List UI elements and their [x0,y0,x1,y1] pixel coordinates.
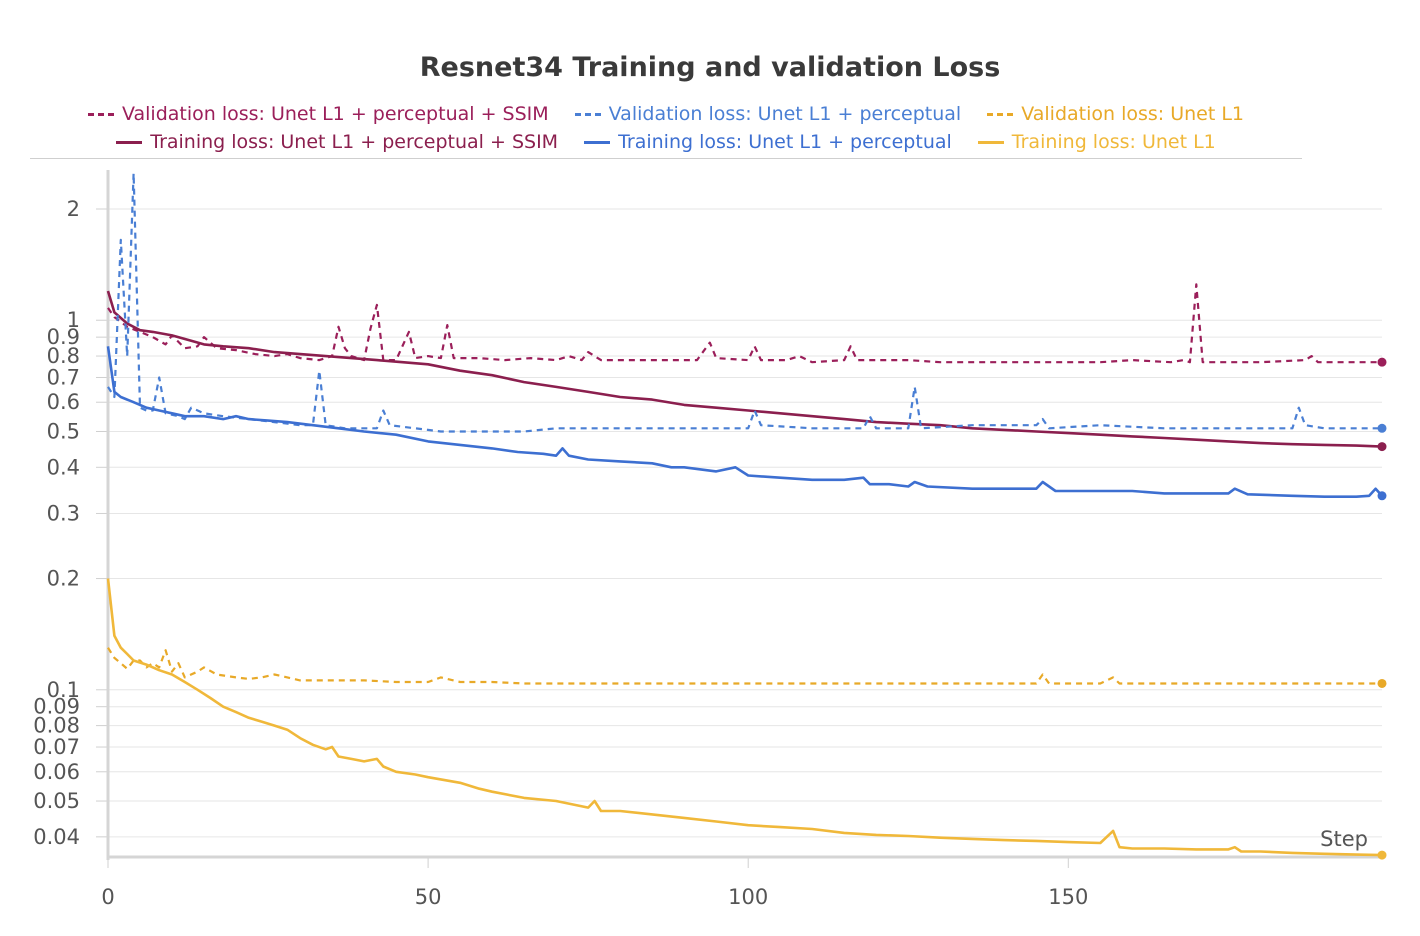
legend-swatch [574,112,601,116]
series-line-6 [106,578,1383,857]
legend-item[interactable]: Training loss: Unet L1 [977,131,1216,153]
y-tick-label: 0.5 [47,419,80,443]
series-end-point-6 [1377,850,1387,860]
series-line-3 [107,172,1382,433]
y-tick-label: 0.05 [33,789,80,813]
y-tick-label: 1 [67,308,80,332]
y-tick-label: 0.04 [33,825,80,849]
chart-title: Resnet34 Training and validation Loss [419,52,1001,83]
legend-item[interactable]: Training loss: Unet L1 + perceptual + SS… [116,131,558,153]
legend-label: Training loss: Unet L1 [1011,131,1216,153]
x-axis-label: Step [1320,827,1368,851]
legend-label: Training loss: Unet L1 + perceptual + SS… [150,131,559,153]
legend-label: Validation loss: Unet L1 + perceptual [608,103,962,125]
y-tick-label: 0.4 [47,455,80,479]
x-tick-label: 100 [728,885,768,909]
series-line-4 [106,346,1383,499]
series-line-2 [106,290,1383,448]
y-tick-label: 0.07 [33,735,80,759]
x-tick-label: 150 [1048,885,1088,909]
y-tick-label: 0.2 [47,567,80,591]
y-tick-label: 0.8 [47,344,80,368]
legend-label: Training loss: Unet L1 + perceptual [618,131,952,153]
y-tick-label: 0.7 [47,365,80,389]
legend-item[interactable]: Validation loss: Unet L1 + perceptual + … [87,103,549,125]
legend-label: Validation loss: Unet L1 [1021,103,1245,125]
legend-item[interactable]: Validation loss: Unet L1 [987,103,1244,125]
legend-item[interactable]: Training loss: Unet L1 + perceptual [584,131,952,153]
legend-row-training: Training loss: Unet L1 + perceptual + SS… [30,128,1302,156]
x-tick-label: 0 [101,885,114,909]
y-tick-label: 0.9 [47,325,80,349]
series-end-point-1 [1377,357,1387,367]
series-line-5 [107,647,1382,685]
legend: Validation loss: Unet L1 + perceptual + … [30,100,1302,156]
legend-swatch [87,112,114,116]
legend-item[interactable]: Validation loss: Unet L1 + perceptual [574,103,962,125]
y-tick-label: 0.1 [47,678,80,702]
y-tick-label: 2 [67,197,80,221]
legend-row-validation: Validation loss: Unet L1 + perceptual + … [30,100,1302,128]
series-end-point-4 [1377,491,1387,501]
legend-swatch [116,140,143,144]
legend-swatch [987,112,1014,116]
series-end-point-5 [1377,678,1387,688]
series-end-point-3 [1377,423,1387,433]
x-tick-label: 50 [415,885,442,909]
y-tick-label: 0.08 [33,714,80,738]
y-tick-label: 0.06 [33,760,80,784]
series-line-1 [107,283,1382,364]
legend-label: Validation loss: Unet L1 + perceptual + … [121,103,549,125]
legend-swatch [977,140,1004,144]
legend-swatch [584,140,611,144]
series-end-point-2 [1377,442,1387,452]
y-tick-label: 0.6 [47,390,80,414]
legend-divider [30,158,1302,159]
y-tick-label: 0.3 [47,501,80,525]
y-tick-label: 0.09 [33,695,80,719]
